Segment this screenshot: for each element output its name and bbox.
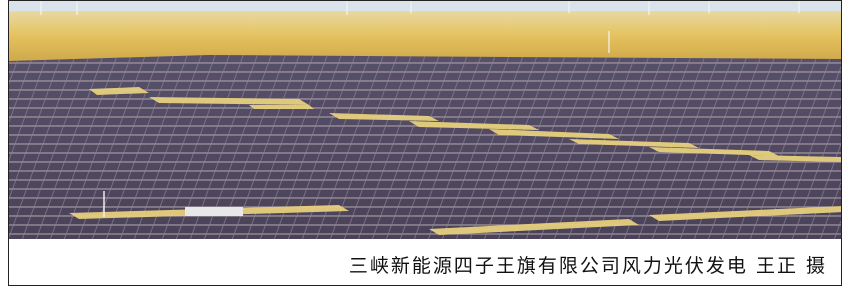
photo-caption: 三峡新能源四子王旗有限公司风力光伏发电 王正 摄 <box>349 251 827 278</box>
figure: 三峡新能源四子王旗有限公司风力光伏发电 王正 摄 <box>8 0 842 286</box>
photo <box>9 1 842 239</box>
